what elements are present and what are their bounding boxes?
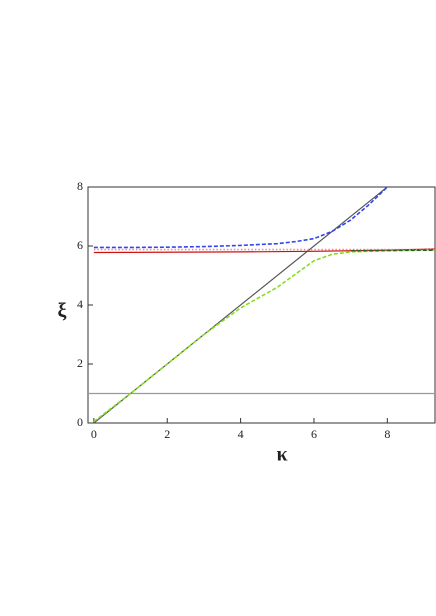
y-tick-label: 8	[77, 179, 83, 193]
y-tick-label: 2	[77, 356, 83, 370]
series-line	[93, 249, 436, 423]
x-tick-label: 0	[91, 427, 97, 441]
y-axis-label: ξ	[58, 300, 67, 322]
x-tick-label: 8	[384, 427, 390, 441]
y-tick-label: 4	[77, 297, 83, 311]
series-line	[350, 249, 436, 252]
x-tick-label: 6	[311, 427, 317, 441]
series-line	[93, 186, 388, 249]
x-tick-label: 2	[164, 427, 170, 441]
y-tick-label: 0	[77, 415, 83, 429]
x-tick-label: 4	[238, 427, 244, 441]
plot-frame	[87, 186, 436, 424]
y-tick-label: 6	[77, 238, 83, 252]
x-axis-label: κ	[276, 444, 287, 466]
